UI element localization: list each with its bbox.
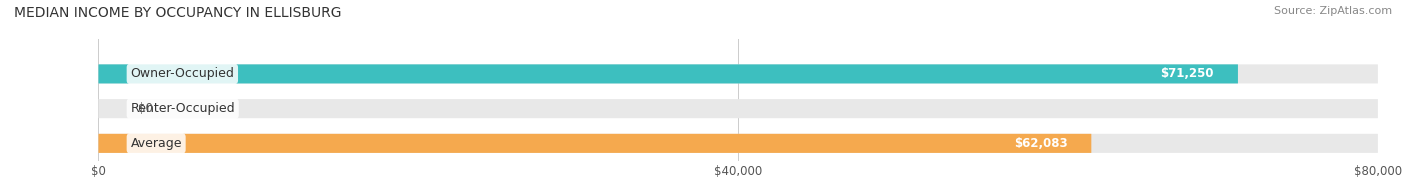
Text: $71,250: $71,250 (1160, 67, 1213, 80)
Text: Owner-Occupied: Owner-Occupied (131, 67, 235, 80)
Text: Source: ZipAtlas.com: Source: ZipAtlas.com (1274, 6, 1392, 16)
Text: MEDIAN INCOME BY OCCUPANCY IN ELLISBURG: MEDIAN INCOME BY OCCUPANCY IN ELLISBURG (14, 6, 342, 20)
Text: Average: Average (131, 137, 181, 150)
FancyBboxPatch shape (98, 64, 1378, 83)
FancyBboxPatch shape (98, 64, 1237, 83)
Text: $0: $0 (138, 102, 153, 115)
FancyBboxPatch shape (98, 134, 1378, 153)
Text: Renter-Occupied: Renter-Occupied (131, 102, 235, 115)
FancyBboxPatch shape (98, 134, 1091, 153)
FancyBboxPatch shape (98, 99, 1378, 118)
Text: $62,083: $62,083 (1014, 137, 1067, 150)
